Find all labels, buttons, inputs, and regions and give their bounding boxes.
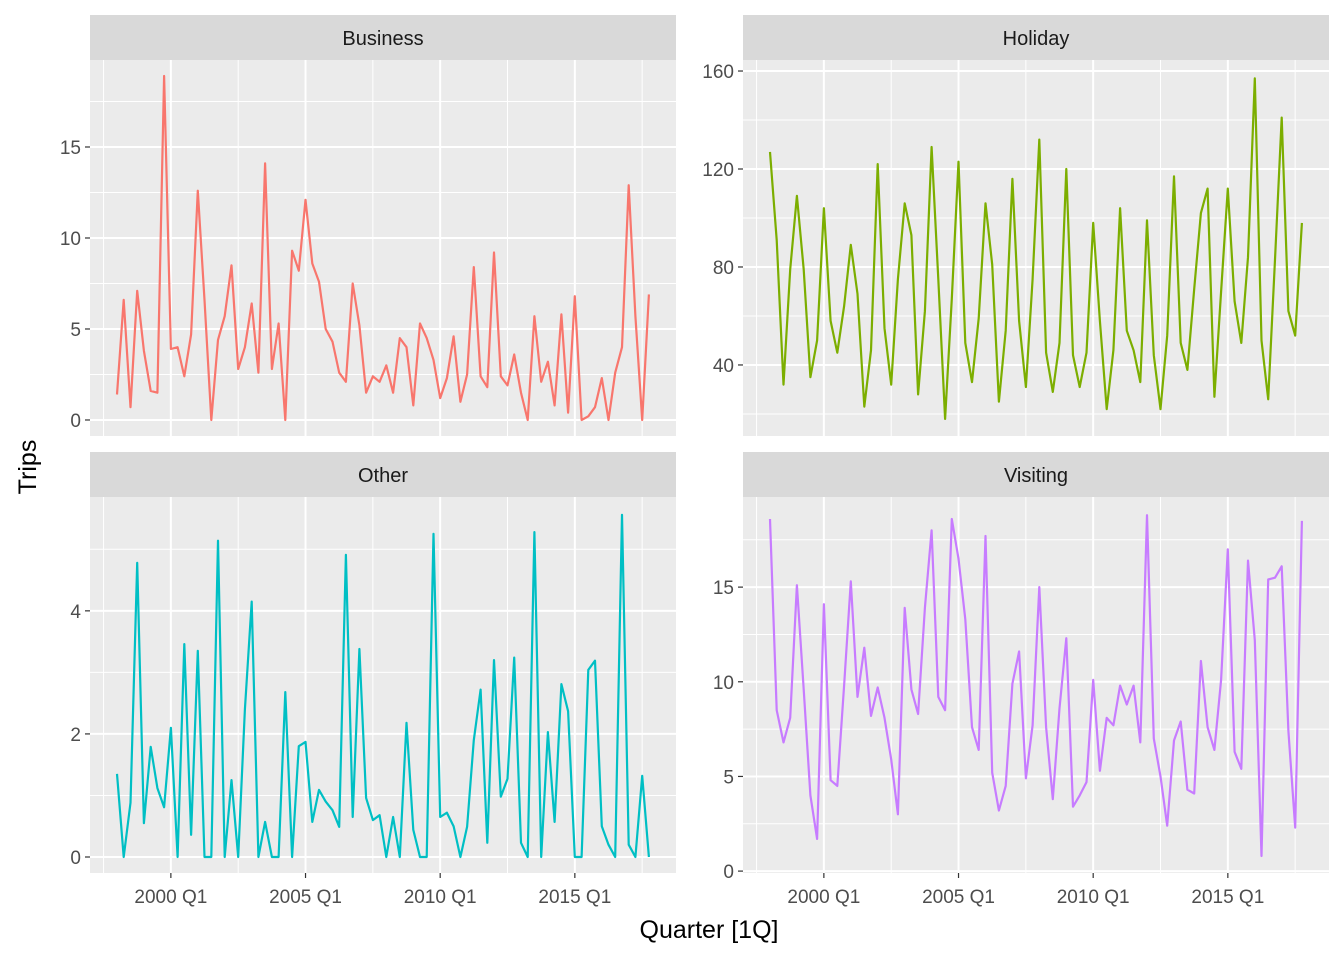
y-axis-title: Trips bbox=[14, 440, 42, 495]
panel-background bbox=[743, 60, 1329, 436]
y-tick-label: 15 bbox=[60, 138, 81, 159]
x-tick-label: 2000 Q1 bbox=[787, 887, 860, 908]
y-tick-label: 0 bbox=[70, 411, 81, 432]
y-tick-label: 10 bbox=[713, 673, 734, 694]
y-tick-label: 5 bbox=[70, 320, 81, 341]
panel-background bbox=[90, 60, 676, 436]
x-tick-label: 2000 Q1 bbox=[134, 887, 207, 908]
series-line-visiting bbox=[768, 514, 1303, 858]
panel-business: Business 0 5 10 15 bbox=[60, 15, 676, 436]
facet-strip-label: Holiday bbox=[1003, 28, 1070, 50]
y-tick-label: 120 bbox=[702, 160, 734, 181]
series-line-other bbox=[115, 513, 650, 859]
facet-strip bbox=[90, 15, 676, 60]
facet-strip-label: Visiting bbox=[1004, 465, 1068, 487]
x-tick-label: 2015 Q1 bbox=[1191, 887, 1264, 908]
y-tick-label: 0 bbox=[70, 848, 81, 869]
facet-strip-label: Business bbox=[342, 28, 423, 50]
x-tick-label: 2010 Q1 bbox=[404, 887, 477, 908]
y-tick-label: 4 bbox=[70, 602, 81, 623]
y-tick-label: 0 bbox=[723, 862, 734, 883]
panel-background bbox=[743, 497, 1329, 873]
x-axis-title: Quarter [1Q] bbox=[640, 916, 779, 944]
series-line-business bbox=[115, 74, 650, 422]
x-tick-label: 2005 Q1 bbox=[269, 887, 342, 908]
facet-strip-label: Other bbox=[358, 465, 408, 487]
facet-strip bbox=[743, 452, 1329, 497]
panel-visiting: Visiting 0 5 10 15 2000 Q1 2005 Q1 2010 Q1 2015 … bbox=[713, 452, 1329, 908]
x-tick-label: 2005 Q1 bbox=[922, 887, 995, 908]
y-tick-label: 160 bbox=[702, 62, 734, 83]
x-tick-label: 2015 Q1 bbox=[538, 887, 611, 908]
panel-holiday: Holiday 40 80 120 160 bbox=[702, 15, 1329, 436]
y-tick-label: 10 bbox=[60, 229, 81, 250]
y-tick-label: 5 bbox=[723, 767, 734, 788]
x-tick-label: 2010 Q1 bbox=[1057, 887, 1130, 908]
y-tick-label: 2 bbox=[70, 725, 81, 746]
y-tick-label: 80 bbox=[713, 258, 734, 279]
y-tick-label: 40 bbox=[713, 356, 734, 377]
panel-background bbox=[90, 497, 676, 873]
facet-strip bbox=[90, 452, 676, 497]
panel-other: Other 0 2 4 2000 Q1 2005 Q1 2010 Q1 2015 Q1 bbox=[70, 452, 676, 908]
y-tick-label: 15 bbox=[713, 578, 734, 599]
panels: Business 0 5 10 15 Holiday 40 80 120 160 Other 0 2 4 2… bbox=[60, 15, 1329, 908]
series-line-holiday bbox=[768, 77, 1303, 420]
facet-strip bbox=[743, 15, 1329, 60]
